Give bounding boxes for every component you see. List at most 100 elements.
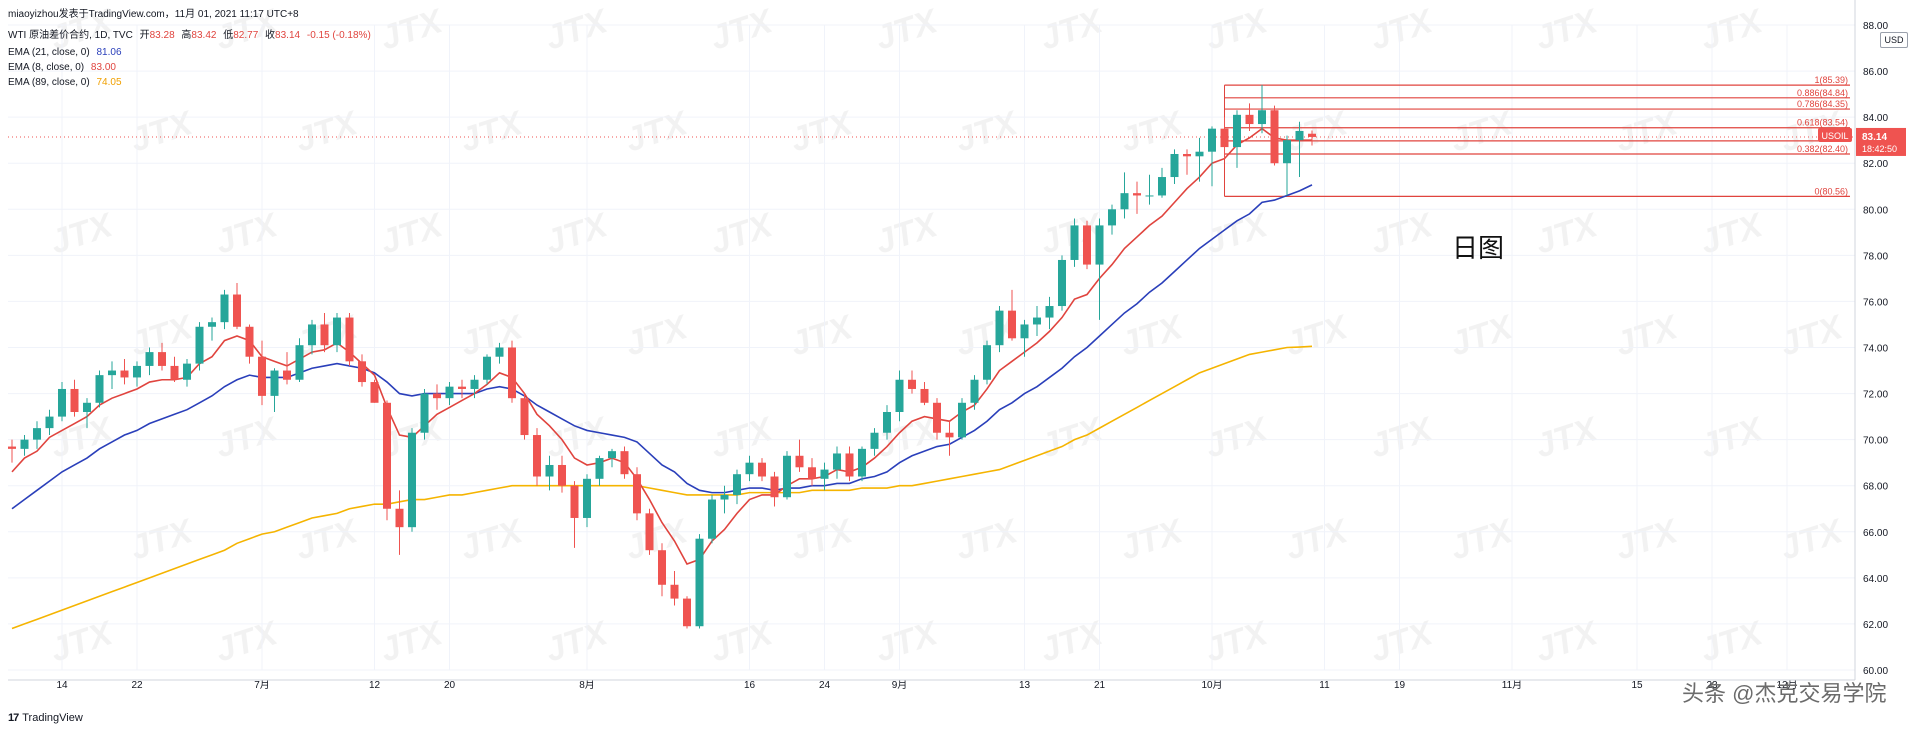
watermark-text: JTX xyxy=(211,409,284,465)
watermark-text: JTX xyxy=(1446,511,1519,567)
watermark-text: JTX xyxy=(1281,511,1354,567)
y-tick-label: 74.00 xyxy=(1863,344,1888,355)
low-label: 低 xyxy=(223,30,234,41)
watermark-text: JTX xyxy=(1036,613,1109,669)
x-tick-label: 24 xyxy=(819,680,831,691)
watermark-text: JTX xyxy=(541,409,614,465)
x-tick-label: 14 xyxy=(56,680,68,691)
candle-up xyxy=(408,432,416,528)
watermark-text: JTX xyxy=(1696,409,1769,465)
y-tick-label: 88.00 xyxy=(1863,21,1888,32)
x-tick-label: 15 xyxy=(1631,680,1643,691)
x-tick-label: 8月 xyxy=(579,679,595,691)
candle-down xyxy=(1183,154,1191,157)
watermark-text: JTX xyxy=(871,1,944,57)
high-label: 高 xyxy=(181,30,192,41)
watermark-text: JTX xyxy=(1116,103,1189,159)
watermark-text: JTX xyxy=(1116,511,1189,567)
candle-down xyxy=(70,388,79,412)
candle-down xyxy=(158,352,166,366)
candle-up xyxy=(1045,306,1054,318)
candle-up xyxy=(470,379,479,389)
watermark-text: JTX xyxy=(706,1,779,57)
watermark-text: JTX xyxy=(706,205,779,261)
ema8-value: 83.00 xyxy=(90,62,116,73)
candle-down xyxy=(233,294,241,327)
watermark-text: JTX xyxy=(1611,307,1684,363)
candle-down xyxy=(533,435,541,477)
candle-down xyxy=(120,370,129,378)
watermark-text: JTX xyxy=(1116,307,1189,363)
candle-up xyxy=(720,494,729,500)
candle-down xyxy=(795,455,804,468)
candle-up xyxy=(883,412,891,433)
timeframe-annotation: 日图 xyxy=(1452,233,1505,263)
y-tick-label: 80.00 xyxy=(1863,205,1888,216)
watermark-text: JTX xyxy=(951,511,1024,567)
y-tick-label: 86.00 xyxy=(1863,67,1888,78)
symbol-badge xyxy=(1818,127,1852,142)
candle-down xyxy=(370,382,379,403)
watermark-text: JTX xyxy=(46,205,119,261)
ema8-legend[interactable]: EMA (8, close, 0) 83.00 xyxy=(8,62,116,73)
candle-down xyxy=(683,598,691,627)
candle-up xyxy=(95,375,104,403)
candle-up xyxy=(208,322,216,327)
candle-down xyxy=(758,462,766,477)
candle-up xyxy=(308,324,316,346)
tradingview-logo[interactable]: 17 TradingView xyxy=(8,712,83,724)
candle-down xyxy=(1083,225,1091,265)
candle-up xyxy=(995,310,1004,346)
y-tick-label: 60.00 xyxy=(1863,666,1888,677)
candle-up xyxy=(1033,317,1041,325)
candle-up xyxy=(833,453,841,470)
candle-down xyxy=(908,379,916,389)
x-tick-label: 19 xyxy=(1394,680,1406,691)
watermark-text: JTX xyxy=(786,511,859,567)
candle-down xyxy=(283,370,291,380)
candle-down xyxy=(1245,114,1254,125)
close-value: 83.14 xyxy=(275,30,301,41)
candle-up xyxy=(1195,151,1204,157)
candle-up xyxy=(608,451,616,459)
candle-up xyxy=(1108,209,1116,226)
low-value: 82.77 xyxy=(233,30,259,41)
watermark-text: JTX xyxy=(376,613,449,669)
ema21-label: EMA (21, close, 0) xyxy=(8,47,90,58)
watermark-text: JTX xyxy=(1281,103,1354,159)
currency-badge[interactable]: USD xyxy=(1880,32,1908,48)
candle-up xyxy=(33,428,41,440)
candle-down xyxy=(345,317,354,362)
candle-up xyxy=(295,345,304,380)
ema21-legend[interactable]: EMA (21, close, 0) 81.06 xyxy=(8,47,122,58)
candle-up xyxy=(1295,130,1304,141)
candle-down xyxy=(1008,310,1016,339)
price-badge xyxy=(1856,127,1906,156)
candle-down xyxy=(245,326,254,357)
watermark-text: JTX xyxy=(871,205,944,261)
candle-up xyxy=(1158,177,1166,196)
candle-up xyxy=(58,388,66,417)
candle-down xyxy=(320,324,329,346)
watermark-text: JTX xyxy=(456,511,529,567)
watermark-text: JTX xyxy=(1366,1,1439,57)
y-tick-label: 66.00 xyxy=(1863,528,1888,539)
y-tick-label: 62.00 xyxy=(1863,620,1888,631)
candle-down xyxy=(558,464,566,486)
candle-up xyxy=(183,363,191,380)
ema89-label: EMA (89, close, 0) xyxy=(8,77,90,88)
candle-up xyxy=(220,294,229,323)
candle-up xyxy=(1283,140,1291,164)
fib-level-label: 0.886(84.84) xyxy=(1797,88,1848,98)
ema21-value: 81.06 xyxy=(96,47,122,58)
ema89-legend[interactable]: EMA (89, close, 0) 74.05 xyxy=(8,77,122,88)
candle-down xyxy=(1308,133,1316,137)
y-tick-label: 82.00 xyxy=(1863,159,1888,170)
watermark-text: JTX xyxy=(1036,1,1109,57)
symbol-label[interactable]: WTI 原油差价合约, 1D, TVC xyxy=(8,30,133,41)
x-tick-label: 11 xyxy=(1319,680,1330,691)
watermark-text: JTX xyxy=(541,613,614,669)
candle-down xyxy=(945,432,954,438)
watermark-text: JTX xyxy=(1531,1,1604,57)
